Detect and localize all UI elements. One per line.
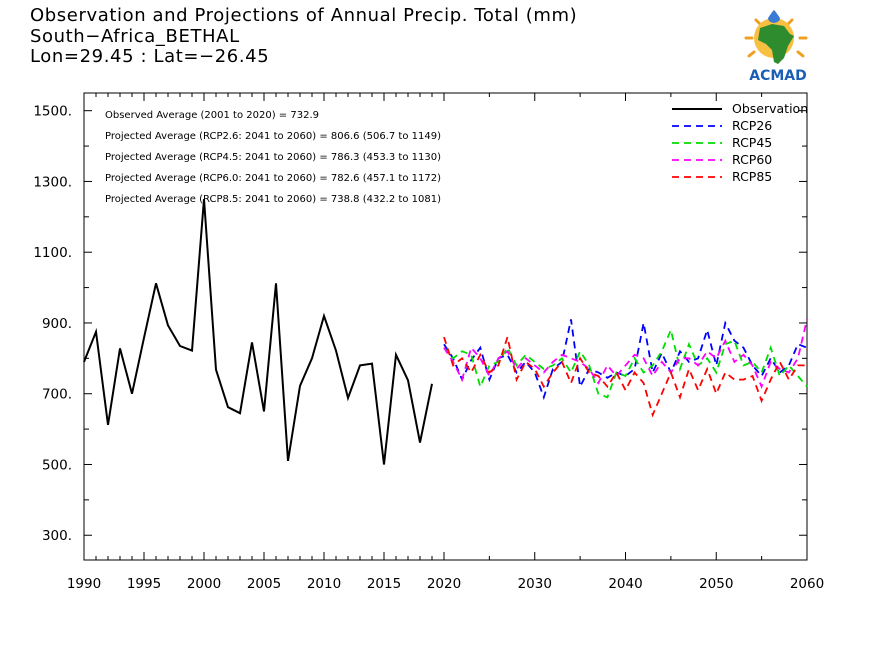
y-tick-label: 1100. [33, 245, 72, 261]
chart-title: Observation and Projections of Annual Pr… [30, 5, 578, 26]
x-tick-label: 1990 [67, 576, 101, 592]
x-tick-label: 2015 [367, 576, 401, 592]
x-tick-label: 2010 [307, 576, 341, 592]
y-tick-label: 300. [42, 528, 72, 544]
y-tick-label: 500. [42, 457, 72, 473]
x-tick-label: 2040 [608, 576, 642, 592]
stat-rcp26: Projected Average (RCP2.6: 2041 to 2060)… [105, 131, 441, 142]
x-tick-label: 2050 [699, 576, 733, 592]
x-tick-label: 2060 [790, 576, 824, 592]
legend-label-rcp60: RCP60 [732, 152, 772, 167]
africa-map-sun-logo: ACMAD [744, 10, 808, 84]
legend-label-rcp45: RCP45 [732, 135, 772, 150]
stat-rcp60: Projected Average (RCP6.0: 2041 to 2060)… [105, 173, 441, 184]
x-tick-label: 2005 [247, 576, 281, 592]
x-tick-label: 2000 [187, 576, 221, 592]
stats-text-block: Observed Average (2001 to 2020) = 732.9 … [105, 110, 441, 205]
stat-observed: Observed Average (2001 to 2020) = 732.9 [105, 110, 319, 121]
y-tick-label: 1500. [33, 104, 72, 120]
stat-rcp45: Projected Average (RCP4.5: 2041 to 2060)… [105, 152, 441, 163]
y-tick-label: 700. [42, 387, 72, 403]
legend-label-rcp85: RCP85 [732, 169, 772, 184]
plot-frame [83, 92, 808, 561]
axes-group: 300. 500. 700. 900. 1100. 1300. 1500. 1990 1995 2… [33, 93, 824, 592]
y-tick-label: 900. [42, 316, 72, 332]
series-line-rcp45 [443, 327, 808, 399]
series-layer [83, 199, 808, 465]
series-line-rcp60 [443, 319, 808, 390]
stat-rcp85: Projected Average (RCP8.5: 2041 to 2060)… [105, 194, 441, 205]
chart-title-block: Observation and Projections of Annual Pr… [30, 5, 578, 68]
chart-location: South−Africa_BETHAL [30, 25, 240, 47]
chart-coordinates: Lon=29.45 : Lat=−26.45 [30, 46, 270, 67]
legend-label-rcp26: RCP26 [732, 118, 772, 133]
series-line-observation [83, 199, 433, 465]
x-tick-label: 2020 [427, 576, 461, 592]
logo-text: ACMAD [749, 68, 807, 84]
legend-label-observation: Observation [732, 101, 808, 116]
y-tick-label: 1300. [33, 174, 72, 190]
chart-legend: Observation RCP26 RCP45 RCP60 RCP85 [672, 101, 808, 184]
x-tick-label: 2030 [518, 576, 552, 592]
x-tick-label: 1995 [127, 576, 161, 592]
